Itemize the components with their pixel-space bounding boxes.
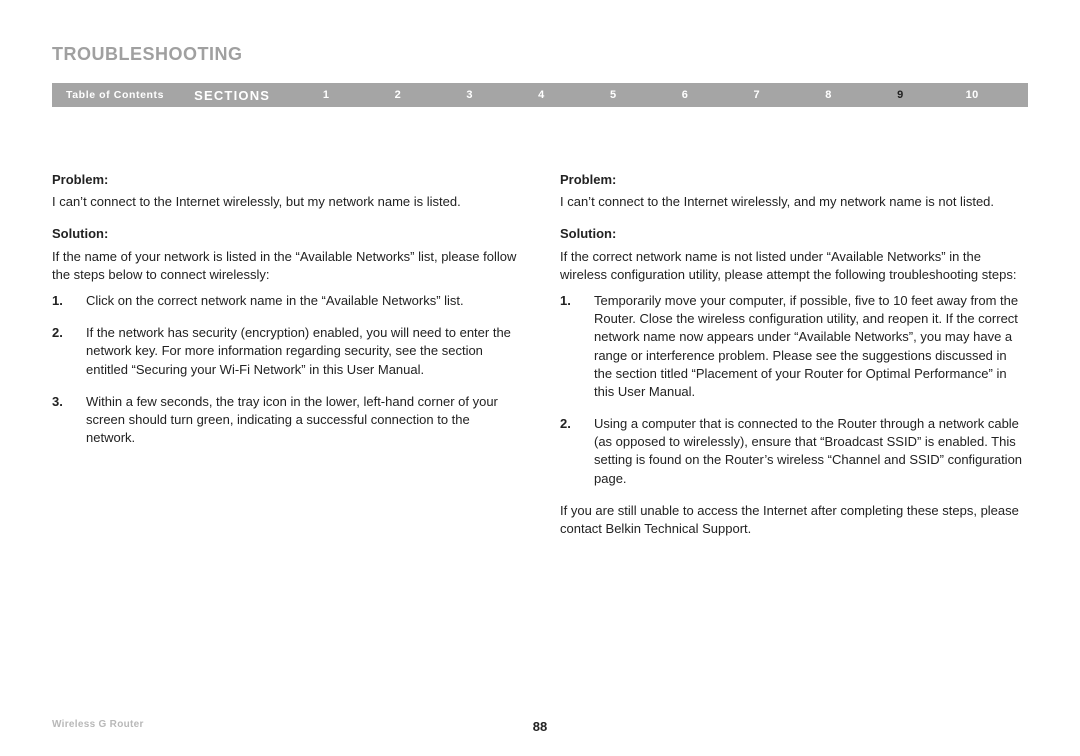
- section-link-2[interactable]: 2: [362, 89, 434, 101]
- section-numbers: 1 2 3 4 5 6 7 8 9 10: [290, 89, 1028, 101]
- page-footer: Wireless G Router 88: [52, 719, 1028, 730]
- left-column: Problem: I can’t connect to the Internet…: [52, 157, 520, 546]
- solution-intro: If the correct network name is not liste…: [560, 248, 1028, 284]
- closing-text: If you are still unable to access the In…: [560, 502, 1028, 538]
- section-navbar: Table of Contents SECTIONS 1 2 3 4 5 6 7…: [52, 83, 1028, 107]
- section-link-10[interactable]: 10: [936, 89, 1008, 101]
- section-link-1[interactable]: 1: [290, 89, 362, 101]
- solution-label: Solution:: [560, 225, 1028, 243]
- section-link-8[interactable]: 8: [793, 89, 865, 101]
- problem-label: Problem:: [560, 171, 1028, 189]
- sections-label: SECTIONS: [194, 88, 290, 103]
- solution-label: Solution:: [52, 225, 520, 243]
- step-item: Using a computer that is connected to th…: [560, 415, 1028, 488]
- section-link-6[interactable]: 6: [649, 89, 721, 101]
- document-page: TROUBLESHOOTING Table of Contents SECTIO…: [0, 0, 1080, 756]
- problem-text: I can’t connect to the Internet wireless…: [560, 193, 1028, 211]
- problem-label: Problem:: [52, 171, 520, 189]
- solution-intro: If the name of your network is listed in…: [52, 248, 520, 284]
- section-link-4[interactable]: 4: [506, 89, 578, 101]
- step-item: If the network has security (encryption)…: [52, 324, 520, 379]
- page-title: TROUBLESHOOTING: [52, 44, 1028, 65]
- section-link-7[interactable]: 7: [721, 89, 793, 101]
- section-link-9[interactable]: 9: [864, 89, 936, 101]
- product-name: Wireless G Router: [52, 719, 144, 730]
- step-item: Within a few seconds, the tray icon in t…: [52, 393, 520, 448]
- section-link-3[interactable]: 3: [434, 89, 506, 101]
- problem-text: I can’t connect to the Internet wireless…: [52, 193, 520, 211]
- step-item: Click on the correct network name in the…: [52, 292, 520, 310]
- solution-steps: Temporarily move your computer, if possi…: [560, 292, 1028, 488]
- page-number: 88: [533, 719, 547, 734]
- content-columns: Problem: I can’t connect to the Internet…: [52, 157, 1028, 546]
- solution-steps: Click on the correct network name in the…: [52, 292, 520, 447]
- toc-link[interactable]: Table of Contents: [52, 89, 194, 101]
- right-column: Problem: I can’t connect to the Internet…: [560, 157, 1028, 546]
- step-item: Temporarily move your computer, if possi…: [560, 292, 1028, 401]
- section-link-5[interactable]: 5: [577, 89, 649, 101]
